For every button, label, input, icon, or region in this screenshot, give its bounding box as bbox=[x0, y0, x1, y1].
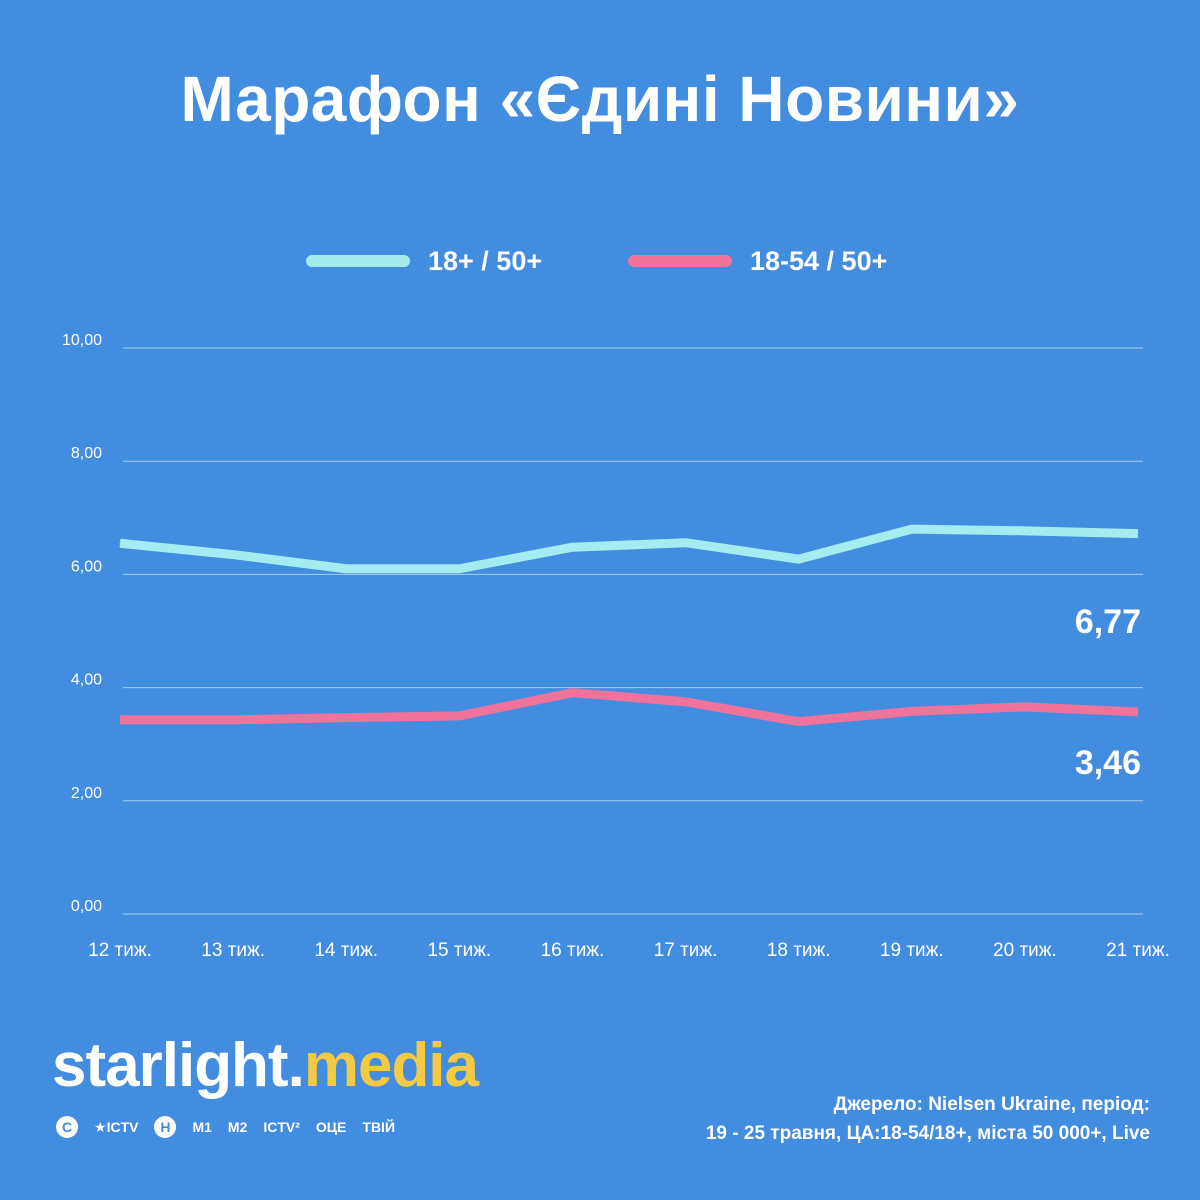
x-tick-label: 16 тиж. bbox=[541, 940, 605, 961]
data-point bbox=[571, 546, 573, 548]
channel-logos: С ★ ICTV Н М1 М2 ICTV² ОЦЕ ТВІЙ bbox=[56, 1116, 395, 1138]
data-point bbox=[458, 568, 460, 570]
data-point bbox=[232, 554, 234, 556]
channel-logo-ictv-text: ICTV bbox=[106, 1119, 139, 1135]
data-point bbox=[1024, 530, 1026, 532]
chart-title: Марафон «Єдині Новини» bbox=[180, 63, 1020, 135]
annotations: 6,77 3,46 bbox=[1075, 603, 1141, 782]
data-point bbox=[1024, 706, 1026, 708]
series-line-2 bbox=[120, 688, 1139, 727]
data-point bbox=[1137, 711, 1139, 713]
data-point bbox=[798, 721, 800, 723]
data-point bbox=[119, 542, 121, 544]
y-axis-ticks: 10,00 8,00 6,00 4,00 2,00 0,00 bbox=[62, 332, 102, 915]
legend-swatch-series-2 bbox=[628, 255, 732, 267]
x-tick-label: 20 тиж. bbox=[993, 940, 1057, 961]
legend-label-series-1: 18+ / 50+ bbox=[428, 245, 543, 276]
x-tick-label: 14 тиж. bbox=[314, 940, 378, 961]
brand-name: starlight bbox=[52, 1031, 289, 1100]
brand-logo: starlight.media bbox=[52, 1030, 479, 1101]
brand-dot: . bbox=[287, 1031, 305, 1100]
chart-legend: 18+ / 50+ 18-54 / 50+ bbox=[0, 238, 1200, 284]
source-line-2: 19 - 25 травня, ЦА:18-54/18+, міста 50 0… bbox=[705, 1123, 1150, 1144]
y-tick-label: 2,00 bbox=[71, 785, 102, 802]
y-tick-label: 4,00 bbox=[71, 672, 102, 689]
x-tick-label: 21 тиж. bbox=[1106, 940, 1170, 961]
x-tick-label: 13 тиж. bbox=[201, 940, 265, 961]
source-line-1: Джерело: Nielsen Ukraine, період: bbox=[833, 1094, 1150, 1115]
data-point bbox=[685, 542, 687, 544]
series-lines bbox=[119, 524, 1139, 727]
data-point bbox=[1137, 533, 1139, 535]
data-point bbox=[571, 692, 573, 694]
x-tick-label: 19 тиж. bbox=[880, 940, 944, 961]
series-line-1 bbox=[119, 524, 1139, 574]
channel-logo-novyi: Н bbox=[154, 1116, 177, 1138]
legend-swatch-series-1 bbox=[306, 255, 410, 267]
x-tick-label: 15 тиж. bbox=[427, 940, 491, 961]
channel-logo-otse: ОЦЕ bbox=[315, 1119, 347, 1135]
y-tick-label: 10,00 bbox=[62, 332, 102, 349]
data-point bbox=[345, 568, 347, 570]
x-tick-label: 17 тиж. bbox=[654, 940, 718, 961]
data-point bbox=[685, 701, 687, 703]
data-point bbox=[911, 710, 913, 712]
grid-lines bbox=[123, 347, 1143, 915]
x-tick-label: 18 тиж. bbox=[767, 940, 831, 961]
legend-label-series-2: 18-54 / 50+ bbox=[750, 245, 888, 276]
end-value-label: 3,46 bbox=[1075, 744, 1141, 782]
channel-logo-m1: М1 bbox=[192, 1119, 212, 1135]
data-point bbox=[232, 719, 234, 721]
channel-logo-ictv: ★ ICTV bbox=[94, 1118, 139, 1136]
legend-item-series-2: 18-54 / 50+ bbox=[628, 238, 887, 284]
y-tick-label: 6,00 bbox=[71, 558, 102, 575]
brand-accent: media bbox=[303, 1031, 479, 1100]
legend-item-series-1: 18+ / 50+ bbox=[306, 238, 542, 284]
data-point bbox=[798, 558, 800, 560]
line-chart: 10,00 8,00 6,00 4,00 2,00 0,00 12 тиж. 13 тиж.… bbox=[62, 332, 1170, 961]
source-note: Джерело: Nielsen Ukraine, період: 19 - 2… bbox=[706, 1090, 1150, 1148]
y-tick-label: 8,00 bbox=[71, 445, 102, 462]
end-value-label: 6,77 bbox=[1075, 603, 1141, 641]
channel-logo-stb: С bbox=[56, 1116, 78, 1138]
data-point bbox=[458, 715, 460, 717]
channel-logo-m2: М2 bbox=[227, 1119, 248, 1135]
data-point bbox=[345, 717, 347, 719]
y-tick-label: 0,00 bbox=[71, 898, 102, 915]
channel-logo-tviy: ТВІЙ bbox=[362, 1119, 396, 1135]
channel-logo-ictv2: ICTV² bbox=[263, 1119, 300, 1135]
x-axis-ticks: 12 тиж. 13 тиж. 14 тиж. 15 тиж. 16 тиж. 17 ти… bbox=[88, 940, 1170, 961]
data-point bbox=[911, 528, 913, 530]
data-point bbox=[119, 719, 121, 721]
x-tick-label: 12 тиж. bbox=[88, 940, 152, 961]
